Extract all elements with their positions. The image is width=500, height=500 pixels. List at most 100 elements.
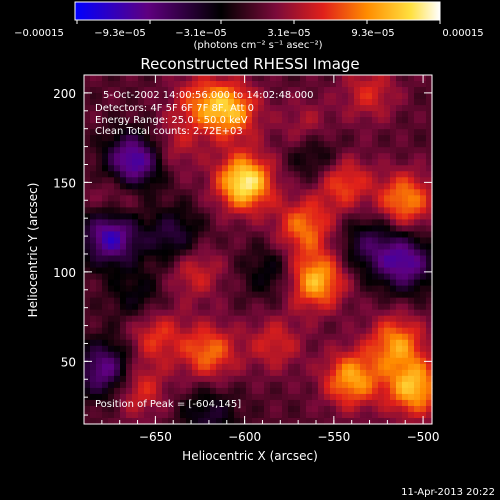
- heatmap-pixel: [366, 135, 373, 142]
- heatmap-pixel: [396, 267, 403, 275]
- heatmap-pixel: [312, 225, 319, 233]
- heatmap-pixel: [354, 183, 361, 190]
- heatmap-pixel: [174, 237, 181, 245]
- heatmap-pixel: [300, 213, 307, 221]
- heatmap-pixel: [144, 327, 151, 335]
- heatmap-pixel: [306, 291, 313, 299]
- y-tick-label: 150: [53, 176, 76, 190]
- heatmap-pixel: [300, 375, 307, 383]
- heatmap-pixel: [258, 177, 265, 184]
- heatmap-pixel: [318, 309, 325, 317]
- heatmap-pixel: [366, 147, 373, 154]
- heatmap-pixel: [288, 231, 295, 239]
- heatmap-pixel: [132, 255, 139, 263]
- heatmap-pixel: [294, 303, 301, 311]
- heatmap-pixel: [228, 327, 235, 335]
- heatmap-pixel: [150, 195, 157, 202]
- heatmap-pixel: [276, 153, 283, 160]
- heatmap-pixel: [96, 279, 103, 287]
- heatmap-pixel: [270, 309, 277, 317]
- heatmap-pixel: [300, 273, 307, 281]
- heatmap-pixel: [402, 309, 409, 317]
- heatmap-pixel: [114, 249, 121, 257]
- heatmap-pixel: [426, 135, 433, 142]
- heatmap-pixel: [402, 117, 409, 124]
- heatmap-pixel: [408, 363, 415, 371]
- heatmap-pixel: [96, 315, 103, 323]
- heatmap-pixel: [354, 333, 361, 341]
- heatmap-pixel: [168, 315, 175, 323]
- heatmap-pixel: [282, 417, 289, 425]
- heatmap-pixel: [84, 381, 91, 389]
- heatmap-pixel: [228, 405, 235, 413]
- heatmap-pixel: [240, 363, 247, 371]
- heatmap-pixel: [264, 219, 271, 227]
- heatmap-pixel: [156, 135, 163, 142]
- heatmap-pixel: [408, 387, 415, 395]
- heatmap-pixel: [126, 315, 133, 323]
- heatmap-pixel: [174, 201, 181, 208]
- heatmap-pixel: [96, 255, 103, 263]
- heatmap-pixel: [288, 153, 295, 160]
- heatmap-pixel: [282, 213, 289, 221]
- heatmap-pixel: [354, 87, 361, 94]
- heatmap-pixel: [192, 105, 199, 112]
- heatmap-pixel: [174, 159, 181, 166]
- heatmap-pixel: [402, 99, 409, 106]
- heatmap-pixel: [192, 315, 199, 323]
- heatmap-pixel: [156, 93, 163, 100]
- heatmap-pixel: [384, 201, 391, 208]
- heatmap-pixel: [336, 291, 343, 299]
- chart-title: Reconstructed RHESSI Image: [140, 55, 359, 73]
- heatmap-pixel: [252, 279, 259, 287]
- heatmap-pixel: [222, 267, 229, 275]
- heatmap-pixel: [306, 381, 313, 389]
- heatmap-pixel: [96, 375, 103, 383]
- heatmap-pixel: [402, 399, 409, 407]
- heatmap-pixel: [156, 291, 163, 299]
- heatmap-pixel: [246, 411, 253, 419]
- heatmap-pixel: [276, 375, 283, 383]
- heatmap-pixel: [150, 147, 157, 154]
- heatmap-pixel: [336, 249, 343, 257]
- heatmap-pixel: [318, 375, 325, 383]
- heatmap-pixel: [390, 405, 397, 413]
- heatmap-pixel: [120, 183, 127, 190]
- heatmap-pixel: [366, 207, 373, 214]
- heatmap-pixel: [264, 357, 271, 365]
- heatmap-pixel: [288, 189, 295, 196]
- heatmap-pixel: [192, 285, 199, 293]
- heatmap-pixel: [360, 213, 367, 221]
- heatmap-pixel: [402, 243, 409, 251]
- heatmap-pixel: [342, 273, 349, 281]
- heatmap-pixel: [150, 339, 157, 347]
- heatmap-pixel: [282, 123, 289, 130]
- heatmap-pixel: [270, 153, 277, 160]
- heatmap-pixel: [420, 393, 427, 401]
- heatmap-pixel: [222, 219, 229, 227]
- heatmap-pixel: [120, 99, 127, 106]
- heatmap-pixel: [162, 327, 169, 335]
- heatmap-pixel: [126, 159, 133, 166]
- heatmap-pixel: [372, 381, 379, 389]
- heatmap-pixel: [240, 399, 247, 407]
- heatmap-pixel: [348, 237, 355, 245]
- heatmap-pixel: [144, 405, 151, 413]
- heatmap-pixel: [270, 315, 277, 323]
- heatmap-pixel: [276, 87, 283, 94]
- heatmap-pixel: [144, 231, 151, 239]
- heatmap-pixel: [102, 291, 109, 299]
- heatmap-pixel: [378, 153, 385, 160]
- heatmap-pixel: [396, 333, 403, 341]
- heatmap-pixel: [210, 189, 217, 196]
- heatmap-pixel: [144, 141, 151, 148]
- heatmap-pixel: [168, 165, 175, 172]
- heatmap-pixel: [252, 357, 259, 365]
- heatmap-pixel: [354, 147, 361, 154]
- heatmap-pixel: [216, 159, 223, 166]
- heatmap-pixel: [120, 75, 127, 82]
- heatmap-pixel: [108, 285, 115, 293]
- heatmap-pixel: [168, 231, 175, 239]
- heatmap-pixel: [132, 243, 139, 251]
- heatmap-pixel: [288, 399, 295, 407]
